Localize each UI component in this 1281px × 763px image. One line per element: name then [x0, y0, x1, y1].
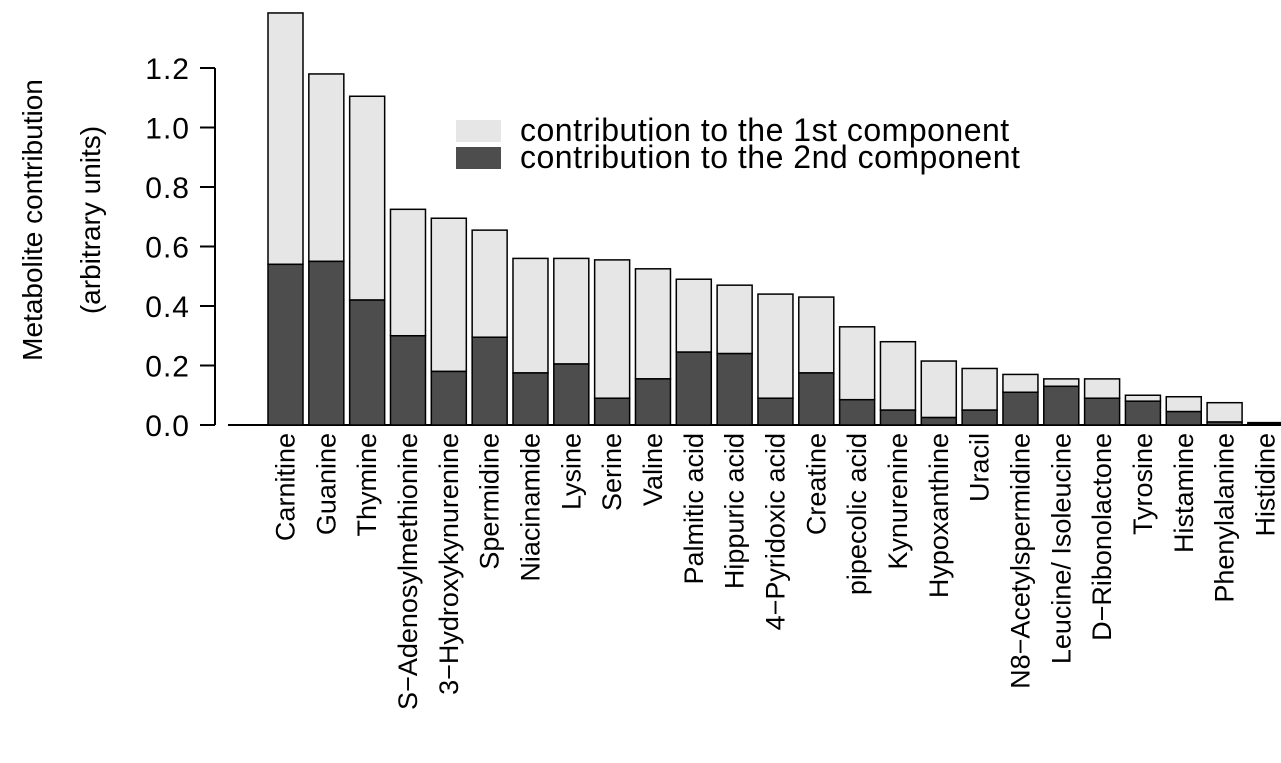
x-tick-label: Palmitic acid [679, 433, 709, 585]
bar-1st-component [267, 12, 304, 266]
y-axis-label: Metabolite contribution (arbitrary units) [17, 79, 106, 361]
bar-2nd-component [1083, 397, 1121, 426]
bar-2nd-component [716, 352, 753, 426]
y-tick-label: 0.4 [145, 291, 190, 324]
bar-1st-component [389, 208, 427, 337]
x-tick-label: D−Ribonolactone [1087, 433, 1117, 641]
bar-2nd-component [1165, 410, 1203, 426]
bar-1st-component [553, 257, 590, 365]
legend-label-1st: contribution to the 1st component [520, 112, 1010, 148]
bar-1st-component [716, 284, 753, 355]
x-tick-label: Niacinamide [515, 433, 545, 582]
y-axis-label-line-2: (arbitrary units) [75, 126, 106, 314]
bar-2nd-component [471, 336, 508, 426]
x-tick-label: Histidine [1250, 433, 1280, 537]
y-tick-label: 1.0 [145, 113, 190, 146]
x-tick-label: Hypoxanthine [924, 433, 954, 598]
x-tick-label: Valine [638, 433, 668, 506]
x-tick-label: Spermidine [475, 433, 505, 570]
bar-1st-component [430, 217, 468, 373]
x-tick-label: 4−Pyridoxic acid [760, 433, 790, 630]
bar-2nd-component [920, 416, 958, 426]
bar-2nd-component [267, 263, 304, 426]
x-tick-label: Lysine [556, 433, 586, 510]
x-tick-label: Histamine [1169, 433, 1199, 553]
x-tick-label: Serine [597, 433, 627, 511]
legend-label-2nd: contribution to the 2nd component [520, 139, 1020, 175]
x-tick-label: Kynurenine [883, 433, 913, 570]
x-tick-label: Leucine/ Isoleucine [1046, 433, 1076, 664]
bar-1st-component [920, 360, 958, 419]
bar-1st-component [471, 229, 508, 338]
x-tick-label: Creatine [801, 433, 831, 535]
x-tick-label: Hippuric acid [720, 433, 750, 589]
bar-1st-component [593, 259, 631, 399]
x-tick-label: pipecolic acid [842, 433, 872, 595]
bar-2nd-component [961, 409, 998, 426]
y-axis-label-line-1: Metabolite contribution [17, 79, 48, 361]
y-tick-label: 0.2 [145, 351, 190, 384]
legend: contribution to the 1st component contri… [456, 112, 1020, 175]
bar-1st-component [512, 257, 549, 374]
bar-2nd-component [838, 398, 876, 426]
bar-2nd-component [1043, 385, 1080, 426]
x-tick-label: Uracil [965, 433, 995, 502]
x-tick-label: Phenylalanine [1210, 433, 1240, 603]
bar-1st-component [1083, 378, 1121, 399]
x-tick-label: 3−Hydroxykynurenine [434, 433, 464, 695]
bar-2nd-component [634, 378, 672, 426]
bar-2nd-component [593, 397, 631, 426]
bar-2nd-component [1247, 422, 1281, 426]
bar-2nd-component [1002, 391, 1039, 426]
bar-1st-component [757, 293, 794, 399]
bar-2nd-component [430, 370, 468, 426]
x-tick-labels: Carnitine Guanine Thymine S−Adenosylmethion… [271, 433, 1281, 710]
bar-1st-component [308, 73, 345, 263]
x-tick-label: Carnitine [271, 433, 301, 541]
bar-2nd-component [675, 351, 713, 426]
bar-2nd-component [308, 260, 345, 426]
legend-swatch-1st [456, 120, 501, 142]
bar-1st-component [961, 367, 998, 411]
bars [267, 12, 1281, 426]
bar-2nd-component [1124, 400, 1162, 426]
bar-2nd-component [798, 372, 835, 426]
bar-1st-component [879, 340, 917, 411]
y-tick-label: 0.8 [145, 172, 190, 205]
bar-1st-component [1124, 394, 1162, 402]
x-tick-label: S−Adenosylmethionine [393, 433, 423, 710]
bar-1st-component [1002, 373, 1039, 394]
bar-2nd-component [512, 372, 549, 426]
x-tick-label: Guanine [311, 433, 341, 535]
bar-2nd-component [879, 409, 917, 426]
bar-1st-component [1165, 395, 1203, 413]
bar-1st-component [838, 326, 876, 401]
x-tick-label: Thymine [352, 433, 382, 537]
bar-1st-component [675, 278, 713, 353]
y-tick-label: 0.0 [145, 410, 190, 443]
bar-1st-component [798, 296, 835, 374]
bar-2nd-component [389, 335, 427, 426]
bar-1st-component [634, 268, 672, 380]
bar-2nd-component [757, 397, 794, 426]
x-tick-label: Tyrosine [1128, 433, 1158, 535]
y-tick-label: 1.2 [145, 53, 190, 86]
bar-1st-component [348, 95, 386, 301]
bar-1st-component [1043, 378, 1080, 388]
bar-1st-component [1206, 401, 1243, 423]
x-tick-label: N8−Acetylspermidine [1005, 433, 1035, 689]
legend-swatch-2nd [456, 147, 501, 169]
bar-2nd-component [553, 363, 590, 426]
bar-2nd-component [1206, 421, 1243, 426]
y-axis: 0.0 0.2 0.4 0.6 0.8 1.0 1.2 [145, 53, 216, 443]
y-tick-label: 0.6 [145, 232, 190, 265]
bar-2nd-component [348, 299, 386, 426]
